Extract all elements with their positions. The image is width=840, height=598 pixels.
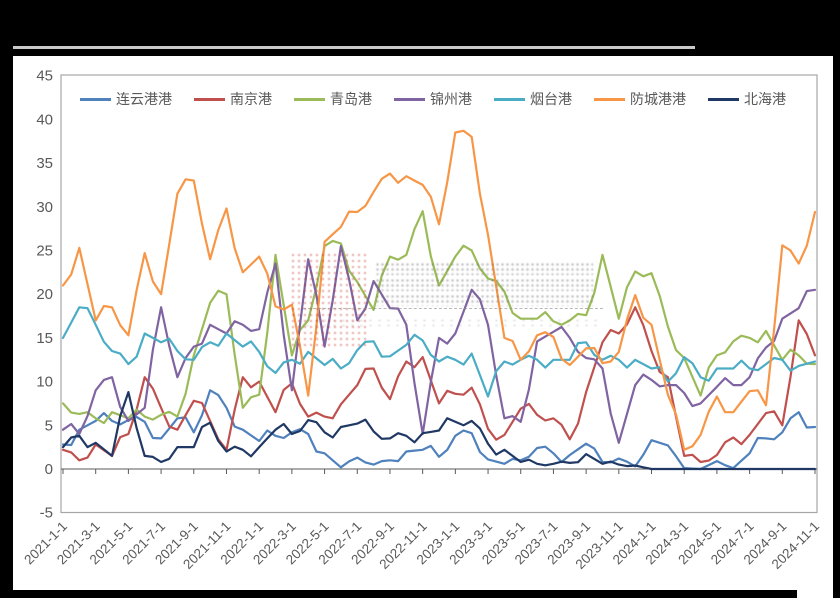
y-axis-tick-label: 0: [45, 461, 53, 478]
watermark-text-row: [303, 318, 603, 329]
watermark-text-row: [375, 294, 593, 306]
chart-canvas: 454035302520151050-52021-1-12021-3-12021…: [21, 68, 822, 572]
header-rule: [12, 46, 695, 49]
series-line-yantai: [61, 306, 817, 398]
port-inventory-chart: 45 40 35 30 25 20 15 10 5 0 -5 2021-1-1 2021-3-1 2021…: [13, 56, 833, 590]
page-top-black-band: [0, 0, 840, 56]
y-axis-tick-label: 10: [36, 374, 53, 391]
series-line-jinzhou: [61, 245, 817, 444]
watermark-red-stamp: [290, 252, 370, 346]
watermark-text-row: [375, 262, 593, 275]
y-axis-tick-label: 45: [36, 68, 53, 85]
watermark-text-row: [375, 278, 593, 291]
series-line-beihai: [61, 391, 817, 471]
series-line-nanjing: [61, 306, 817, 464]
y-axis-tick-label: -5: [40, 505, 53, 522]
page-bottom-black-bar: [0, 590, 797, 598]
plot-border: [60, 74, 818, 514]
y-axis-tick-label: 30: [36, 199, 53, 216]
series-line-fangchenggang: [61, 129, 817, 451]
page-left-black-margin: [0, 0, 13, 598]
y-axis-tick-label: 15: [36, 330, 53, 347]
y-axis-tick-label: 40: [36, 111, 53, 128]
y-axis-tick-label: 20: [36, 286, 53, 303]
watermark-divider: [303, 308, 603, 309]
y-axis-tick-label: 35: [36, 155, 53, 172]
y-axis-tick-label: 25: [36, 243, 53, 260]
page-right-black-margin: [833, 0, 840, 598]
y-axis-tick-label: 5: [45, 417, 53, 434]
